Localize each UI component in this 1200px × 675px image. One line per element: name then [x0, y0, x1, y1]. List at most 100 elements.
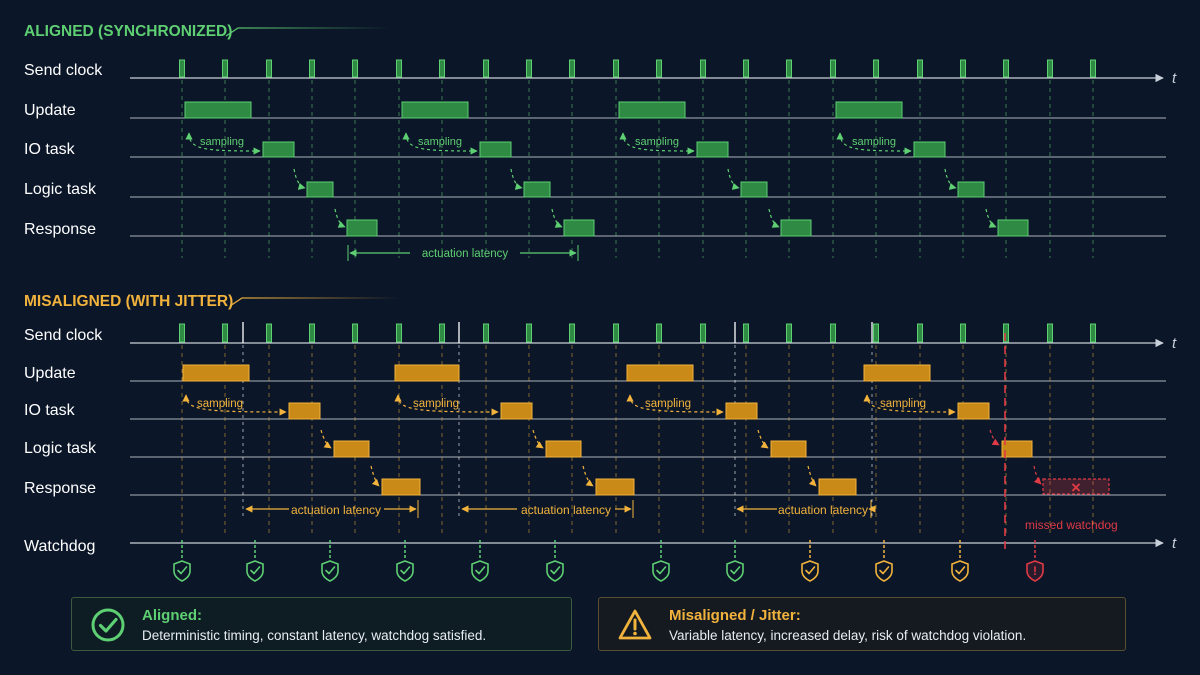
aligned-io-block — [696, 141, 729, 158]
aligned-clock-pulse — [700, 59, 706, 78]
aligned-io-to-logic-arrow — [293, 168, 306, 190]
aligned-clock-pulse — [222, 59, 228, 78]
aligned-clock-pulse — [569, 59, 575, 78]
aligned-io-to-logic-arrow — [727, 168, 740, 190]
misaligned-io-block — [725, 402, 758, 420]
aligned-response-block — [563, 219, 595, 237]
misaligned-sampling-label: sampling — [880, 398, 926, 410]
misaligned-latency-label-1: actuation latency — [291, 503, 381, 517]
misaligned-logic-block — [545, 440, 582, 458]
missed-response-marker: × — [1071, 478, 1081, 497]
aligned-update-block — [184, 101, 252, 119]
misaligned-sampling-label: sampling — [645, 398, 691, 410]
aligned-logic-to-response-arrow — [551, 208, 563, 228]
aligned-clock-pulse — [960, 59, 966, 78]
watchdog-check-shield-icon — [396, 560, 414, 582]
aligned-logic-block — [957, 181, 985, 198]
misaligned-sampling-arrow — [394, 394, 499, 416]
check-icon — [879, 566, 890, 575]
misaligned-clock-pulse — [917, 323, 923, 343]
misaligned-response-block — [381, 478, 421, 496]
misaligned-clock-pulse — [569, 323, 575, 343]
timing-geometry — [130, 59, 1166, 582]
check-icon — [400, 566, 411, 575]
aligned-clock-pulse — [439, 59, 445, 78]
aligned-update-block — [401, 101, 469, 119]
check-icon — [475, 566, 486, 575]
misaligned-clock-pulse — [483, 323, 489, 343]
misaligned-clock-pulse — [656, 323, 662, 343]
misaligned-clock-pulse — [309, 323, 315, 343]
check-icon — [805, 566, 816, 575]
aligned-response-block — [346, 219, 378, 237]
watchdog-check-shield-icon — [801, 560, 819, 582]
misaligned-row-send-clock: Send clock — [24, 327, 103, 344]
misaligned-clock-pulse — [830, 323, 836, 343]
misaligned-time-symbol: t — [1172, 335, 1177, 352]
aligned-clock-pulse — [743, 59, 749, 78]
check-icon — [250, 566, 261, 575]
misaligned-sampling-label: sampling — [197, 398, 243, 410]
misaligned-response-block — [818, 478, 857, 496]
watchdog-check-shield-icon — [173, 560, 191, 582]
aligned-row-response: Response — [24, 221, 96, 238]
misaligned-clock-pulse — [222, 323, 228, 343]
misaligned-io-block — [500, 402, 533, 420]
misaligned-clock-pulse — [613, 323, 619, 343]
aligned-clock-pulse — [1003, 59, 1009, 78]
aligned-clock-pulse — [266, 59, 272, 78]
misaligned-row-update: Update — [24, 365, 76, 382]
misaligned-io-to-logic-arrow — [757, 429, 769, 449]
aligned-row-io-task: IO task — [24, 141, 76, 158]
aligned-clock-pulse — [613, 59, 619, 78]
aligned-clock-pulse — [873, 59, 879, 78]
aligned-latency-label: actuation latency — [422, 248, 509, 260]
misaligned-clock-pulse — [743, 323, 749, 343]
watchdog-check-shield-icon — [321, 560, 339, 582]
aligned-row-send-clock: Send clock — [24, 62, 103, 79]
legend-misaligned-text: Variable latency, increased delay, risk … — [669, 628, 1027, 643]
misaligned-clock-pulse — [700, 323, 706, 343]
late-io-to-logic-arrow — [989, 429, 1000, 446]
missed-watchdog-label: missed watchdog — [1025, 518, 1118, 532]
misaligned-clock-pulse — [396, 323, 402, 343]
aligned-row-update: Update — [24, 102, 76, 119]
legend-misaligned-title: Misaligned / Jitter: — [669, 607, 801, 624]
misaligned-update-block — [626, 364, 694, 382]
misaligned-row-io-task: IO task — [24, 402, 76, 419]
aligned-response-block — [780, 219, 812, 237]
aligned-clock-pulse — [483, 59, 489, 78]
misaligned-clock-pulse — [179, 323, 185, 343]
watchdog-fail-shield-icon — [1026, 560, 1044, 582]
aligned-section-title: ALIGNED (SYNCHRONIZED) — [24, 23, 232, 40]
check-icon — [955, 566, 966, 575]
misaligned-logic-to-response-arrow — [807, 465, 817, 487]
check-icon — [177, 566, 188, 575]
aligned-clock-pulse — [179, 59, 185, 78]
aligned-io-block — [479, 141, 512, 158]
aligned-clock-pulse — [656, 59, 662, 78]
watchdog-check-shield-icon — [726, 560, 744, 582]
aligned-io-to-logic-arrow — [510, 168, 523, 190]
misaligned-sampling-arrow — [863, 394, 956, 416]
misaligned-latency-label-3: actuation latency — [778, 503, 868, 517]
misaligned-section-title: MISALIGNED (WITH JITTER) — [24, 293, 233, 310]
watchdog-row-label: Watchdog — [24, 538, 95, 555]
misaligned-io-block — [957, 402, 990, 420]
aligned-logic-to-response-arrow — [985, 208, 997, 228]
misaligned-io-block — [288, 402, 321, 420]
misaligned-update-block — [394, 364, 460, 382]
misaligned-update-block — [863, 364, 931, 382]
aligned-sampling-label: sampling — [418, 136, 462, 148]
check-icon — [325, 566, 336, 575]
misaligned-clock-pulse — [873, 323, 879, 343]
watchdog-fail-symbol: ! — [1033, 564, 1037, 578]
misaligned-io-to-logic-arrow — [532, 429, 544, 449]
warning-triangle-icon — [618, 609, 652, 640]
aligned-clock-pulse — [396, 59, 402, 78]
misaligned-latency-label-2: actuation latency — [521, 503, 611, 517]
aligned-update-block — [618, 101, 686, 119]
aligned-title-underline — [225, 27, 390, 37]
misaligned-logic-to-response-arrow — [370, 465, 380, 487]
